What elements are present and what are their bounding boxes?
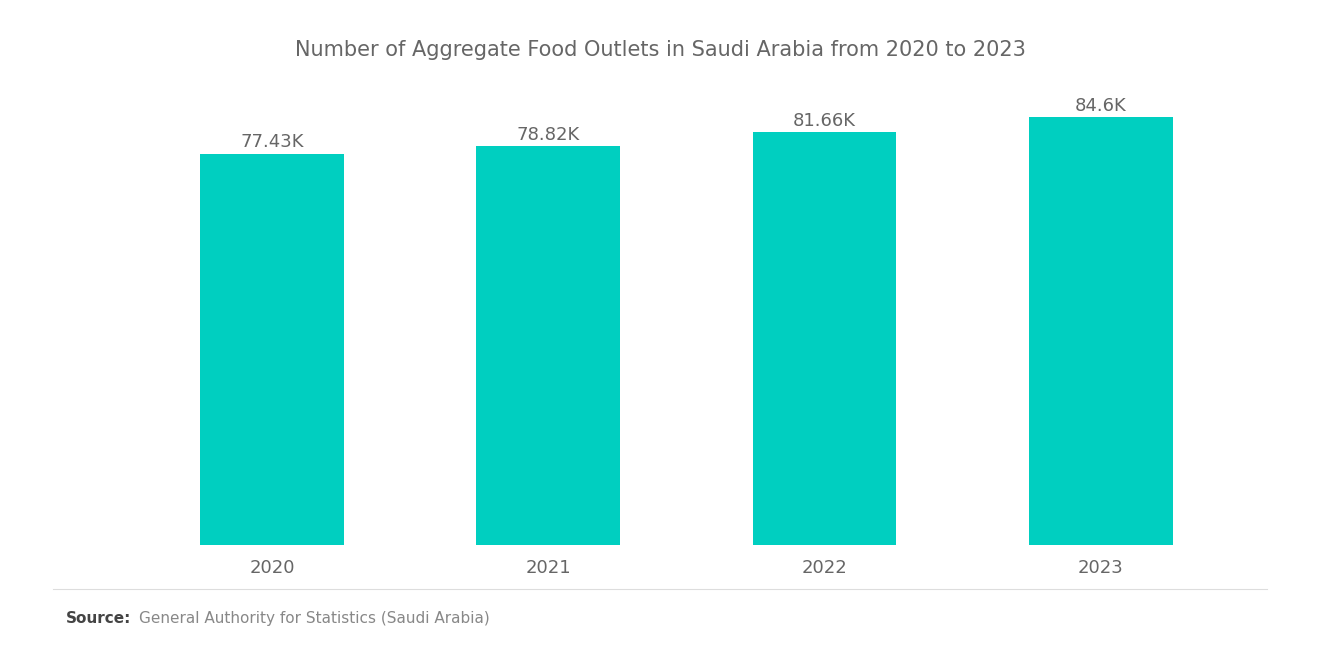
Bar — [477, 146, 620, 545]
Text: 77.43K: 77.43K — [240, 133, 304, 151]
Bar — [752, 132, 896, 545]
Text: Source:: Source: — [66, 611, 132, 626]
Text: Number of Aggregate Food Outlets in Saudi Arabia from 2020 to 2023: Number of Aggregate Food Outlets in Saud… — [294, 40, 1026, 60]
Bar — [1030, 117, 1172, 545]
Bar — [201, 154, 343, 545]
Text: General Authority for Statistics (Saudi Arabia): General Authority for Statistics (Saudi … — [139, 611, 490, 626]
Text: 81.66K: 81.66K — [793, 112, 857, 130]
Text: 78.82K: 78.82K — [516, 126, 579, 144]
Text: 84.6K: 84.6K — [1074, 96, 1127, 114]
